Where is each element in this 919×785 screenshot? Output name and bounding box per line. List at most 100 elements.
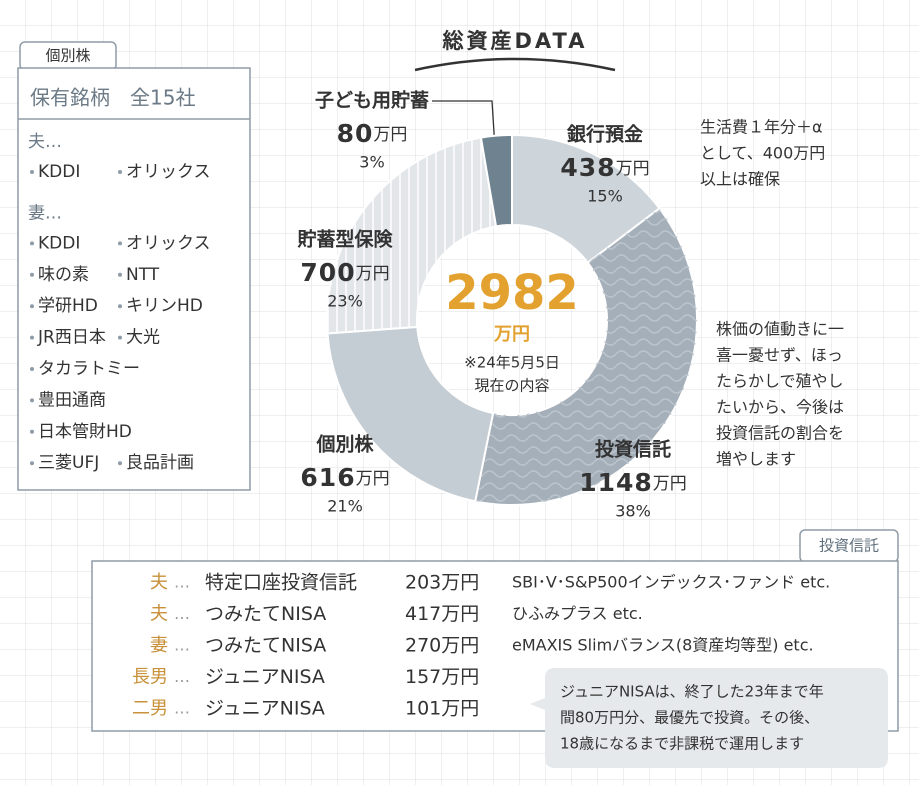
slice-unit: 万円 bbox=[356, 469, 390, 489]
annotation: 増やします bbox=[716, 450, 796, 469]
slice-percent: 15% bbox=[587, 187, 623, 206]
pie-slice bbox=[326, 325, 495, 503]
center-unit: 万円 bbox=[493, 324, 530, 345]
annotation: 投資信託の割合を bbox=[716, 424, 844, 443]
slice-value-label: 616万円 bbox=[300, 463, 389, 492]
slice-unit: 万円 bbox=[356, 264, 390, 284]
fund-owner: 夫 bbox=[150, 604, 168, 625]
slice-unit: 万円 bbox=[373, 125, 407, 145]
fund-owner: 二男 bbox=[132, 698, 168, 719]
pie-slice bbox=[511, 133, 661, 265]
bullet bbox=[30, 335, 34, 340]
bullet bbox=[118, 461, 122, 466]
slice-percent: 21% bbox=[327, 497, 363, 516]
center-note: 現在の内容 bbox=[474, 377, 549, 395]
slice-percent: 23% bbox=[327, 292, 363, 311]
stock-name: 学研HD bbox=[38, 296, 98, 316]
slice-unit: 万円 bbox=[616, 159, 650, 179]
stock-name: KDDI bbox=[38, 233, 80, 253]
stock-name: 三菱UFJ bbox=[38, 453, 99, 473]
annotation: 喜一憂せず、ほっ bbox=[716, 346, 843, 365]
fund-dots: … bbox=[174, 604, 190, 623]
annotation: たらかしで殖やし bbox=[716, 372, 844, 391]
slice-label: 銀行預金 bbox=[566, 123, 643, 146]
bullet bbox=[30, 461, 34, 466]
slice-value: 438 bbox=[560, 153, 615, 182]
bullet bbox=[30, 367, 34, 371]
pie-slice bbox=[479, 133, 513, 228]
slice-pattern bbox=[327, 137, 497, 334]
bullet bbox=[30, 429, 34, 434]
fund-product: ジュニアNISA bbox=[205, 666, 325, 688]
bullet bbox=[118, 304, 122, 309]
stock-name: KDDI bbox=[38, 162, 80, 182]
slice-percent: 3% bbox=[359, 153, 384, 172]
fund-name: SBI･V･S&P500インデックス･ファンド etc. bbox=[512, 573, 830, 592]
chart-title: 総資産DATA bbox=[441, 29, 587, 53]
center-total: 2982 bbox=[445, 265, 579, 321]
stock-name: 豊田通商 bbox=[38, 390, 106, 410]
fund-dots: … bbox=[174, 699, 190, 718]
bullet bbox=[30, 304, 34, 309]
fund-amount: 417万円 bbox=[405, 603, 479, 625]
bullet bbox=[118, 241, 122, 246]
slice-label: 貯蓄型保険 bbox=[297, 228, 393, 251]
stock-name: NTT bbox=[126, 265, 160, 285]
stock-name: 味の素 bbox=[38, 265, 89, 285]
stock-name: オリックス bbox=[126, 233, 211, 253]
stock-name: JR西日本 bbox=[37, 328, 106, 348]
fund-amount: 203万円 bbox=[405, 572, 479, 594]
bullet bbox=[118, 335, 122, 340]
stock-name: 日本管財HD bbox=[38, 422, 132, 442]
annotation: 生活費１年分＋α bbox=[700, 118, 823, 137]
stocks-box bbox=[17, 67, 251, 491]
title-underline bbox=[414, 57, 616, 72]
bullet bbox=[30, 170, 34, 174]
annotation: たいから、今後は bbox=[716, 398, 844, 417]
annotation: 以上は確保 bbox=[700, 170, 780, 189]
fund-amount: 101万円 bbox=[405, 698, 479, 720]
fund-product: 特定口座投資信託 bbox=[205, 572, 357, 594]
stock-name: 大光 bbox=[126, 328, 160, 348]
stock-name: キリンHD bbox=[126, 296, 203, 316]
slice-value-label: 80万円 bbox=[337, 119, 408, 148]
bullet bbox=[118, 170, 122, 174]
stocks-header: 保有銘柄 全15社 bbox=[30, 86, 195, 110]
note-bubble bbox=[530, 668, 888, 768]
fund-product: つみたてNISA bbox=[205, 635, 326, 657]
fund-dots: … bbox=[174, 667, 190, 686]
slice-value: 1148 bbox=[579, 468, 653, 497]
fund-product: ジュニアNISA bbox=[205, 698, 325, 720]
fund-name: eMAXIS Slimバランス(8資産均等型) etc. bbox=[512, 636, 814, 655]
slice-value: 700 bbox=[300, 258, 355, 287]
fund-dots: … bbox=[174, 636, 190, 655]
slice-value-label: 438万円 bbox=[560, 153, 649, 182]
slice-label: 投資信託 bbox=[595, 438, 671, 461]
bullet bbox=[30, 241, 34, 246]
fund-dots: … bbox=[174, 573, 190, 592]
fund-owner: 夫 bbox=[150, 572, 168, 593]
slice-value: 616 bbox=[300, 463, 355, 492]
fund-owner: 妻 bbox=[150, 635, 168, 656]
fund-name: ひふみプラス etc. bbox=[512, 604, 643, 623]
slice-label: 子ども用貯蓄 bbox=[315, 90, 429, 112]
stocks-title: 個別株 bbox=[45, 47, 90, 65]
slice-value-label: 1148万円 bbox=[579, 468, 687, 497]
funds-title: 投資信託 bbox=[819, 537, 879, 555]
annotation: 株価の値動きに一 bbox=[716, 320, 844, 339]
slice-value: 80 bbox=[337, 119, 374, 148]
bullet bbox=[30, 398, 34, 403]
fund-product: つみたてNISA bbox=[205, 603, 326, 625]
fund-owner: 長男 bbox=[132, 667, 168, 688]
slice-percent: 38% bbox=[615, 502, 651, 521]
annotation: として、400万円 bbox=[700, 144, 825, 163]
fund-amount: 270万円 bbox=[405, 635, 479, 657]
slice-value-label: 700万円 bbox=[300, 258, 389, 287]
stock-group-label: 妻… bbox=[28, 203, 62, 223]
fund-note: ジュニアNISAは、終了した23年まで年 bbox=[560, 683, 824, 701]
stock-name: オリックス bbox=[126, 162, 211, 182]
center-note: ※24年5月5日 bbox=[464, 354, 560, 372]
